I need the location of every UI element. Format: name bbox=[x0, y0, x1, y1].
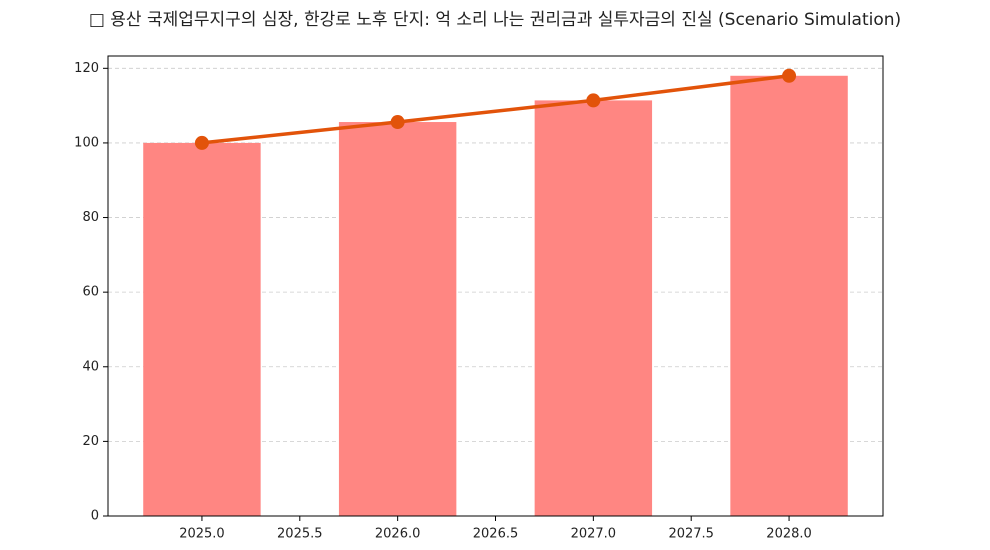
x-tick-label: 2026.0 bbox=[375, 527, 421, 542]
point bbox=[782, 68, 797, 83]
y-tick-label: 100 bbox=[74, 135, 99, 150]
point bbox=[194, 135, 209, 150]
line bbox=[201, 74, 790, 145]
bar bbox=[730, 75, 848, 516]
plot-frame bbox=[107, 55, 884, 517]
point bbox=[586, 93, 601, 108]
bar bbox=[143, 142, 261, 516]
y-tick-label: 60 bbox=[82, 285, 99, 300]
x-tick-label: 2027.0 bbox=[571, 527, 617, 542]
x-tick-label: 2025.0 bbox=[179, 527, 225, 542]
chart-title: □ 용산 국제업무지구의 심장, 한강로 노후 단지: 억 소리 나는 권리금과… bbox=[89, 10, 901, 30]
y-tick-label: 80 bbox=[82, 210, 99, 225]
y-tick-label: 120 bbox=[74, 61, 99, 76]
bar bbox=[338, 122, 457, 517]
point bbox=[390, 115, 405, 130]
y-tick-label: 20 bbox=[82, 434, 99, 449]
x-tick-label: 2027.5 bbox=[668, 527, 714, 542]
x-tick-label: 2026.5 bbox=[473, 527, 519, 542]
bar bbox=[534, 100, 653, 516]
x-tick-label: 2028.0 bbox=[766, 527, 812, 542]
y-tick-label: 0 bbox=[91, 509, 99, 524]
x-tick-label: 2025.5 bbox=[277, 527, 323, 542]
y-tick-label: 40 bbox=[82, 359, 99, 374]
